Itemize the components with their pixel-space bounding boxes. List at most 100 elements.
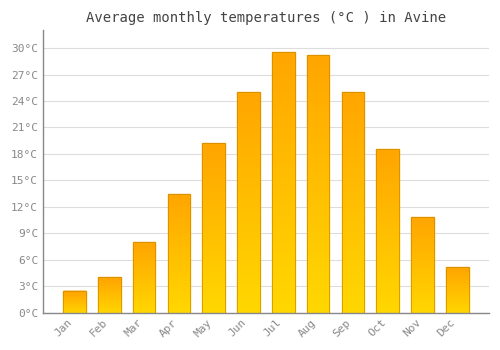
Bar — [168, 239, 190, 241]
Bar — [376, 309, 399, 313]
Bar — [168, 205, 190, 208]
Bar — [272, 183, 294, 188]
Bar — [307, 153, 330, 158]
Bar — [63, 300, 86, 301]
Bar — [237, 229, 260, 233]
Bar — [133, 248, 156, 249]
Bar — [98, 284, 120, 285]
Bar — [307, 308, 330, 313]
Bar — [376, 254, 399, 257]
Bar — [272, 141, 294, 146]
Bar — [376, 215, 399, 218]
Bar — [342, 180, 364, 185]
Bar — [376, 176, 399, 179]
Bar — [342, 119, 364, 123]
Bar — [411, 237, 434, 238]
Bar — [168, 237, 190, 239]
Bar — [237, 180, 260, 185]
Bar — [133, 276, 156, 277]
Bar — [446, 311, 468, 312]
Bar — [376, 300, 399, 303]
Bar — [411, 225, 434, 227]
Bar — [237, 282, 260, 286]
Bar — [272, 261, 294, 266]
Bar — [237, 194, 260, 198]
Bar — [307, 282, 330, 287]
Bar — [63, 294, 86, 295]
Bar — [376, 231, 399, 234]
Bar — [307, 210, 330, 215]
Bar — [376, 296, 399, 300]
Bar — [272, 156, 294, 162]
Bar — [411, 223, 434, 225]
Bar — [307, 102, 330, 107]
Bar — [376, 166, 399, 169]
Bar — [411, 217, 434, 313]
Bar — [202, 174, 225, 177]
Bar — [63, 311, 86, 312]
Bar — [133, 270, 156, 272]
Bar — [376, 195, 399, 198]
Bar — [342, 198, 364, 202]
Bar — [446, 267, 468, 313]
Bar — [98, 283, 120, 284]
Bar — [411, 246, 434, 248]
Bar — [272, 250, 294, 256]
Bar — [133, 246, 156, 248]
Bar — [307, 148, 330, 153]
Bar — [202, 225, 225, 228]
Bar — [376, 270, 399, 273]
Bar — [272, 89, 294, 94]
Bar — [98, 310, 120, 311]
Bar — [133, 283, 156, 285]
Bar — [237, 163, 260, 167]
Bar — [202, 265, 225, 268]
Bar — [307, 246, 330, 251]
Bar — [411, 305, 434, 307]
Bar — [411, 219, 434, 221]
Bar — [168, 234, 190, 237]
Bar — [307, 276, 330, 282]
Bar — [237, 105, 260, 110]
Bar — [411, 217, 434, 219]
Bar — [133, 285, 156, 286]
Bar — [202, 177, 225, 181]
Bar — [411, 273, 434, 274]
Bar — [202, 208, 225, 211]
Bar — [272, 94, 294, 99]
Bar — [307, 179, 330, 184]
Bar — [63, 309, 86, 310]
Bar — [342, 141, 364, 145]
Bar — [237, 101, 260, 105]
Bar — [272, 63, 294, 68]
Bar — [376, 205, 399, 208]
Bar — [133, 297, 156, 299]
Bar — [342, 123, 364, 127]
Bar — [446, 289, 468, 290]
Bar — [446, 303, 468, 304]
Bar — [237, 224, 260, 229]
Bar — [342, 224, 364, 229]
Bar — [133, 300, 156, 301]
Bar — [98, 277, 120, 278]
Bar — [98, 288, 120, 289]
Bar — [133, 273, 156, 274]
Bar — [307, 287, 330, 292]
Bar — [307, 292, 330, 297]
Bar — [202, 143, 225, 147]
Bar — [202, 302, 225, 306]
Bar — [307, 251, 330, 256]
Bar — [342, 233, 364, 238]
Bar — [446, 280, 468, 281]
Bar — [237, 290, 260, 295]
Bar — [376, 247, 399, 251]
Bar — [237, 233, 260, 238]
Bar — [342, 273, 364, 277]
Bar — [98, 297, 120, 298]
Bar — [376, 293, 399, 296]
Bar — [376, 260, 399, 264]
Bar — [342, 251, 364, 255]
Bar — [307, 143, 330, 148]
Bar — [272, 188, 294, 193]
Bar — [272, 198, 294, 203]
